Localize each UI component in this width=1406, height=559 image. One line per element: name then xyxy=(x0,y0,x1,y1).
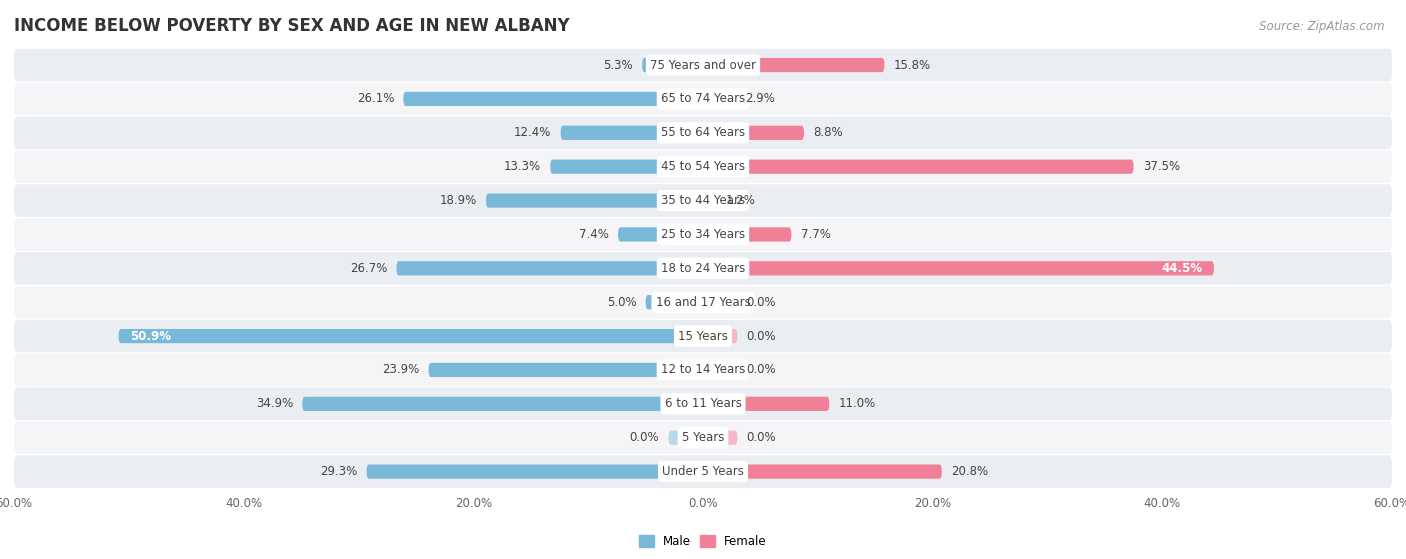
Text: 25 to 34 Years: 25 to 34 Years xyxy=(661,228,745,241)
Text: 26.1%: 26.1% xyxy=(357,92,394,106)
FancyBboxPatch shape xyxy=(561,126,703,140)
FancyBboxPatch shape xyxy=(703,261,1213,276)
Text: 16 and 17 Years: 16 and 17 Years xyxy=(655,296,751,309)
FancyBboxPatch shape xyxy=(703,329,738,343)
FancyBboxPatch shape xyxy=(14,83,1392,115)
FancyBboxPatch shape xyxy=(703,228,792,241)
Text: 44.5%: 44.5% xyxy=(1161,262,1202,275)
FancyBboxPatch shape xyxy=(118,329,703,343)
FancyBboxPatch shape xyxy=(619,228,703,241)
FancyBboxPatch shape xyxy=(14,116,1392,149)
FancyBboxPatch shape xyxy=(486,193,703,208)
FancyBboxPatch shape xyxy=(703,126,804,140)
Text: 7.7%: 7.7% xyxy=(800,228,831,241)
Text: 34.9%: 34.9% xyxy=(256,397,292,410)
FancyBboxPatch shape xyxy=(14,421,1392,454)
FancyBboxPatch shape xyxy=(14,354,1392,386)
Text: 0.0%: 0.0% xyxy=(747,330,776,343)
FancyBboxPatch shape xyxy=(429,363,703,377)
FancyBboxPatch shape xyxy=(14,387,1392,420)
FancyBboxPatch shape xyxy=(645,295,703,309)
Text: 23.9%: 23.9% xyxy=(382,363,419,376)
Text: 15.8%: 15.8% xyxy=(894,59,931,72)
Text: 37.5%: 37.5% xyxy=(1143,160,1180,173)
FancyBboxPatch shape xyxy=(14,320,1392,352)
Text: 18.9%: 18.9% xyxy=(440,194,477,207)
FancyBboxPatch shape xyxy=(14,286,1392,319)
Text: 18 to 24 Years: 18 to 24 Years xyxy=(661,262,745,275)
FancyBboxPatch shape xyxy=(14,456,1392,488)
FancyBboxPatch shape xyxy=(703,363,738,377)
FancyBboxPatch shape xyxy=(703,397,830,411)
FancyBboxPatch shape xyxy=(703,430,738,445)
FancyBboxPatch shape xyxy=(669,430,703,445)
Text: Source: ZipAtlas.com: Source: ZipAtlas.com xyxy=(1260,20,1385,32)
Text: 12 to 14 Years: 12 to 14 Years xyxy=(661,363,745,376)
Text: 5.3%: 5.3% xyxy=(603,59,633,72)
Text: 29.3%: 29.3% xyxy=(321,465,357,478)
Text: 35 to 44 Years: 35 to 44 Years xyxy=(661,194,745,207)
Text: 5.0%: 5.0% xyxy=(607,296,637,309)
FancyBboxPatch shape xyxy=(703,295,738,309)
Text: 2.9%: 2.9% xyxy=(745,92,775,106)
FancyBboxPatch shape xyxy=(302,397,703,411)
FancyBboxPatch shape xyxy=(14,49,1392,81)
Text: 5 Years: 5 Years xyxy=(682,431,724,444)
Text: 55 to 64 Years: 55 to 64 Years xyxy=(661,126,745,139)
Text: 0.0%: 0.0% xyxy=(747,363,776,376)
Text: INCOME BELOW POVERTY BY SEX AND AGE IN NEW ALBANY: INCOME BELOW POVERTY BY SEX AND AGE IN N… xyxy=(14,17,569,35)
Text: 65 to 74 Years: 65 to 74 Years xyxy=(661,92,745,106)
FancyBboxPatch shape xyxy=(14,150,1392,183)
Text: 75 Years and over: 75 Years and over xyxy=(650,59,756,72)
FancyBboxPatch shape xyxy=(703,92,737,106)
FancyBboxPatch shape xyxy=(550,159,703,174)
Text: 0.0%: 0.0% xyxy=(747,296,776,309)
FancyBboxPatch shape xyxy=(703,193,717,208)
Text: Under 5 Years: Under 5 Years xyxy=(662,465,744,478)
Text: 26.7%: 26.7% xyxy=(350,262,387,275)
FancyBboxPatch shape xyxy=(367,465,703,479)
Text: 8.8%: 8.8% xyxy=(813,126,842,139)
Text: 13.3%: 13.3% xyxy=(503,160,541,173)
FancyBboxPatch shape xyxy=(14,218,1392,250)
FancyBboxPatch shape xyxy=(703,159,1133,174)
FancyBboxPatch shape xyxy=(703,58,884,72)
FancyBboxPatch shape xyxy=(643,58,703,72)
Text: 11.0%: 11.0% xyxy=(838,397,876,410)
Legend: Male, Female: Male, Female xyxy=(634,530,772,553)
Text: 15 Years: 15 Years xyxy=(678,330,728,343)
Text: 20.8%: 20.8% xyxy=(950,465,988,478)
FancyBboxPatch shape xyxy=(14,184,1392,217)
Text: 50.9%: 50.9% xyxy=(129,330,172,343)
Text: 1.2%: 1.2% xyxy=(725,194,756,207)
FancyBboxPatch shape xyxy=(404,92,703,106)
Text: 7.4%: 7.4% xyxy=(579,228,609,241)
Text: 12.4%: 12.4% xyxy=(515,126,551,139)
Text: 0.0%: 0.0% xyxy=(630,431,659,444)
FancyBboxPatch shape xyxy=(14,252,1392,285)
Text: 0.0%: 0.0% xyxy=(747,431,776,444)
Text: 6 to 11 Years: 6 to 11 Years xyxy=(665,397,741,410)
FancyBboxPatch shape xyxy=(396,261,703,276)
Text: 45 to 54 Years: 45 to 54 Years xyxy=(661,160,745,173)
FancyBboxPatch shape xyxy=(703,465,942,479)
